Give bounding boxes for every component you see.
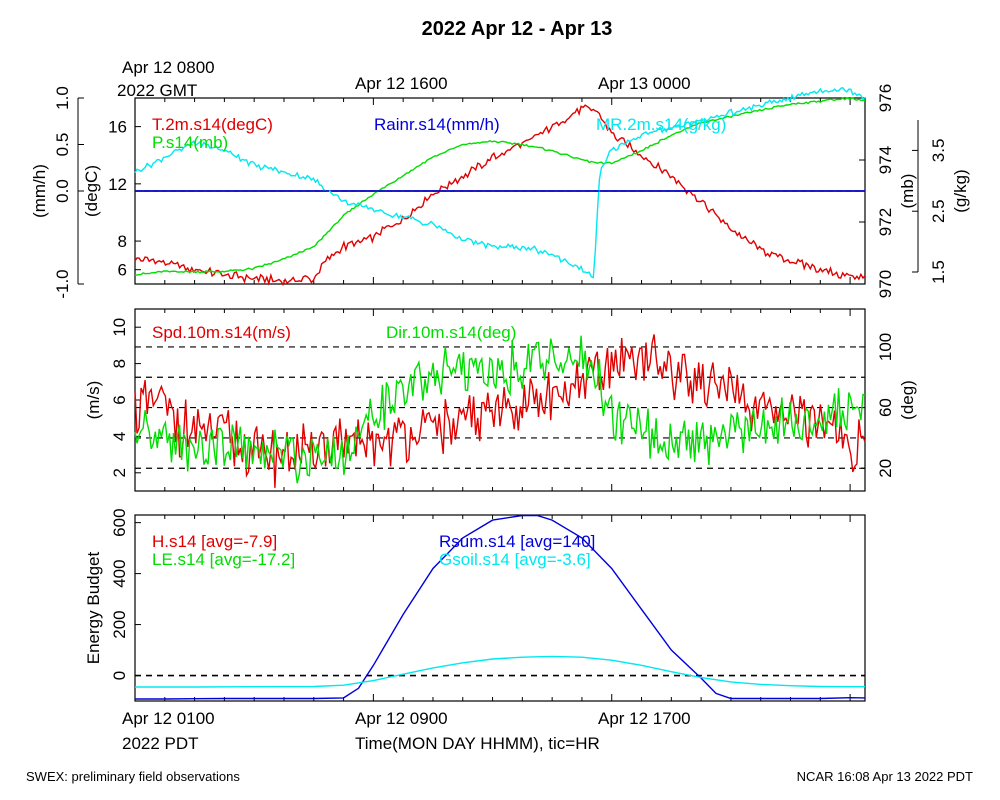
legend-latent-heat: LE.s14 [avg=-17.2] xyxy=(152,550,295,569)
footer-source: SWEX: preliminary field observations xyxy=(26,769,240,784)
footer-timestamp: NCAR 16:08 Apr 13 2022 PDT xyxy=(797,769,973,784)
legend-mixing-ratio: MR.2m.s14(g/kg) xyxy=(596,115,726,134)
series-line-t xyxy=(134,104,866,287)
speed-axis-tick-label: 2 xyxy=(110,468,129,477)
pres-axis-label: (mb) xyxy=(898,174,917,209)
temp-axis-tick-label: 8 xyxy=(118,232,127,251)
speed-axis-tick-label: 4 xyxy=(110,432,129,441)
gmt-year-label: 2022 GMT xyxy=(117,81,197,100)
mr-axis-label: (g/kg) xyxy=(951,169,970,212)
direction-axis-tick-label: 60 xyxy=(876,398,895,417)
speed-axis-tick-label: 10 xyxy=(110,318,129,337)
chart-title: 2022 Apr 12 - Apr 13 xyxy=(422,18,613,40)
energy-axis-tick-label: 400 xyxy=(110,559,129,587)
legend-temp: T.2m.s14(degC) xyxy=(152,115,273,134)
speed-axis-tick-label: 6 xyxy=(110,395,129,404)
energy-axis-tick-label: 0 xyxy=(110,671,129,680)
series-line-dir xyxy=(134,335,866,484)
temp-axis-tick-label: 6 xyxy=(118,261,127,280)
gmt-label-1600: Apr 12 1600 xyxy=(355,74,448,93)
mr-axis-tick-label: 2.5 xyxy=(929,199,948,223)
pdt-first-label: Apr 12 0100 xyxy=(122,709,215,728)
pdt-year-label: 2022 PDT xyxy=(122,734,199,753)
series-line-gsoil xyxy=(135,655,865,688)
pres-axis-tick-label: 970 xyxy=(876,270,895,298)
legend-rain: Rainr.s14(mm/h) xyxy=(374,115,500,134)
mr-axis-tick-label: 1.5 xyxy=(929,260,948,284)
series-line-p xyxy=(134,96,866,276)
energy-axis-tick-label: 600 xyxy=(110,508,129,536)
energy-axis-label: Energy Budget xyxy=(84,551,103,664)
direction-axis-tick-label: 100 xyxy=(876,333,895,361)
gmt-label-0000: Apr 13 0000 xyxy=(598,74,691,93)
temp-axis-tick-label: 16 xyxy=(108,118,127,137)
legend-speed: Spd.10m.s14(m/s) xyxy=(152,323,291,342)
rain-axis-tick-label: 1.0 xyxy=(53,86,72,110)
series-line-spd xyxy=(134,334,866,488)
rain-axis-tick-label: -1.0 xyxy=(53,269,72,298)
series-line-rsum xyxy=(135,514,866,700)
chart-panels: -1.0 0.0 0.5 1.0 6 8 12 16 970 972 974 976 1.5 2.5 3.5… xyxy=(30,84,970,702)
mr-axis-tick-label: 3.5 xyxy=(929,139,948,163)
rain-axis-tick-label: 0.5 xyxy=(53,133,72,157)
pres-axis-tick-label: 976 xyxy=(876,84,895,112)
legend-gsoil: Gsoil.s14 [avg=-3.6] xyxy=(439,550,591,569)
bottom-panel-frame xyxy=(134,514,866,702)
series-line-mr xyxy=(134,86,866,279)
pdt-label-1700: Apr 12 1700 xyxy=(598,709,691,728)
pres-axis-tick-label: 972 xyxy=(876,208,895,236)
x-axis-label: Time(MON DAY HHMM), tic=HR xyxy=(355,734,600,753)
pres-axis-tick-label: 974 xyxy=(876,146,895,174)
legend-rsum: Rsum.s14 [avg=140] xyxy=(439,532,595,551)
direction-axis-label: (deg) xyxy=(898,380,917,420)
gmt-first-label: Apr 12 0800 xyxy=(122,58,215,77)
legend-sensible-heat: H.s14 [avg=-7.9] xyxy=(152,532,277,551)
rain-axis-label: (mm/h) xyxy=(30,164,49,218)
temp-axis-tick-label: 12 xyxy=(108,175,127,194)
pdt-label-0900: Apr 12 0900 xyxy=(355,709,448,728)
direction-axis-tick-label: 20 xyxy=(876,459,895,478)
energy-axis-tick-label: 200 xyxy=(110,610,129,638)
speed-axis-label: (m/s) xyxy=(84,381,103,420)
speed-axis-tick-label: 8 xyxy=(110,359,129,368)
rain-axis-tick-label: 0.0 xyxy=(53,179,72,203)
temp-axis-label: (degC) xyxy=(82,165,101,217)
legend-pressure: P.s14(mb) xyxy=(152,133,228,152)
legend-direction: Dir.10m.s14(deg) xyxy=(386,323,516,342)
